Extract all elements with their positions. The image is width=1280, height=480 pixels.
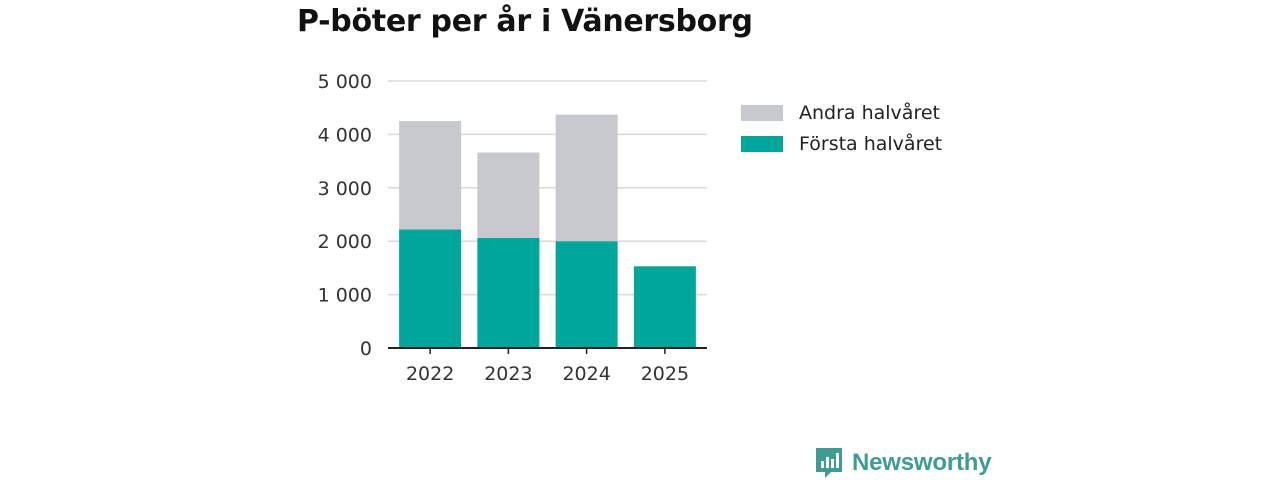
y-tick-label: 2 000 xyxy=(318,231,372,253)
y-tick-label: 1 000 xyxy=(318,285,372,307)
bar-2024-andra xyxy=(555,114,618,242)
legend-label-andra: Andra halvåret xyxy=(799,101,940,124)
x-tick-label-2022: 2022 xyxy=(406,363,454,385)
legend-item-andra: Andra halvåret xyxy=(741,97,942,128)
bar-2025-forsta xyxy=(633,266,696,348)
bar-2024-forsta xyxy=(555,241,618,348)
legend: Andra halvåret Första halvåret xyxy=(741,97,942,159)
chart-title: P-böter per år i Vänersborg xyxy=(297,4,753,39)
brand-name: Newsworthy xyxy=(852,449,992,476)
y-tick-label: 5 000 xyxy=(318,71,372,93)
bars xyxy=(399,114,696,348)
newsworthy-logo-icon xyxy=(816,448,842,478)
legend-swatch-forsta xyxy=(741,135,783,152)
x-tick-label-2024: 2024 xyxy=(562,363,610,385)
x-tick-label-2025: 2025 xyxy=(641,363,689,385)
x-axis-ticks: 2022 2023 2024 2025 xyxy=(406,348,689,385)
bar-2022-andra xyxy=(399,121,462,230)
y-tick-label: 3 000 xyxy=(318,178,372,200)
y-axis-ticks: 0 1 000 2 000 3 000 4 000 5 000 xyxy=(318,71,372,360)
y-tick-label: 0 xyxy=(360,338,372,360)
legend-label-forsta: Första halvåret xyxy=(799,132,943,155)
x-tick-label-2023: 2023 xyxy=(484,363,532,385)
brand-logo: Newsworthy xyxy=(814,446,992,480)
legend-item-forsta: Första halvåret xyxy=(741,128,942,159)
y-tick-label: 4 000 xyxy=(318,124,372,146)
bar-2023-forsta xyxy=(477,237,540,348)
bar-2022-forsta xyxy=(399,229,462,348)
bar-2023-andra xyxy=(477,152,540,238)
legend-swatch-andra xyxy=(741,104,783,121)
